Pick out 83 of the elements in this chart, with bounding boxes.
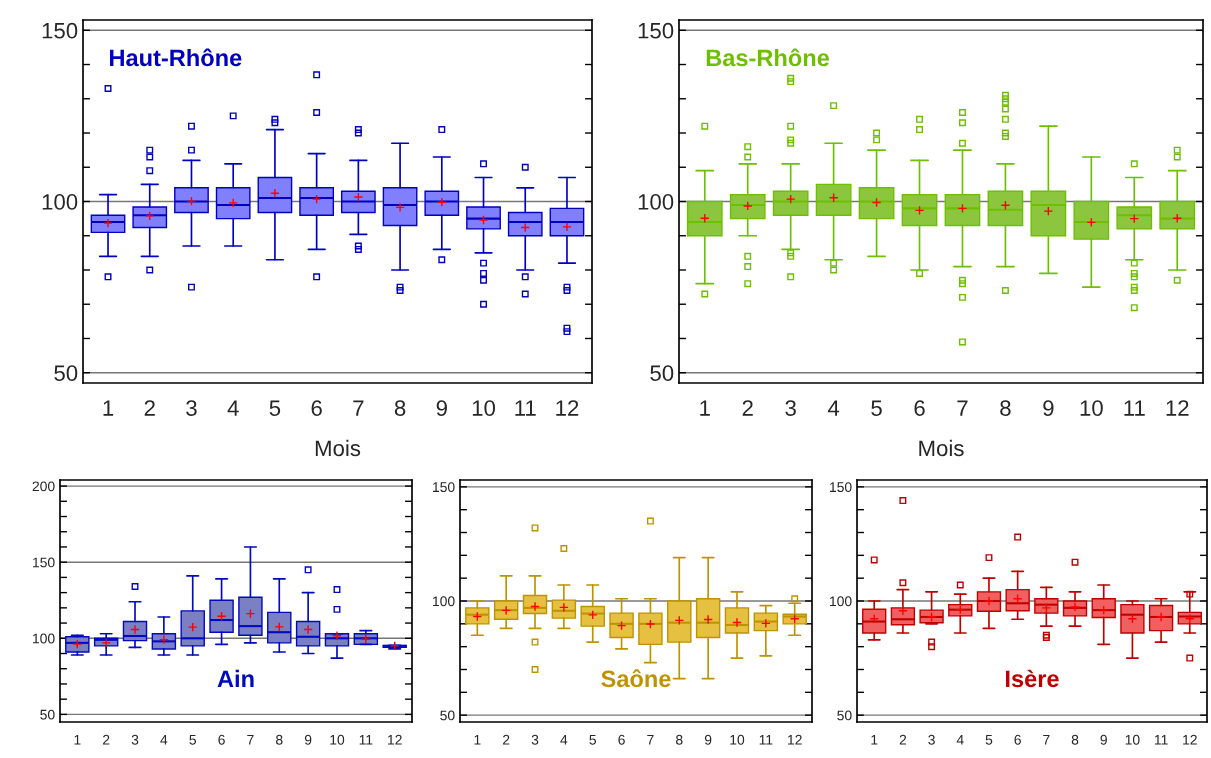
y-tick-label: 100 bbox=[433, 596, 455, 607]
x-tick-label: 8 bbox=[1071, 734, 1079, 745]
x-tick-label: 4 bbox=[560, 735, 568, 745]
x-tick-label: 12 bbox=[1166, 400, 1189, 416]
text: Haut-Rhône bbox=[110, 48, 242, 67]
text: Bas-Rhône bbox=[706, 48, 830, 67]
x-tick-label: 10 bbox=[472, 400, 496, 416]
x-tick-label: 5 bbox=[189, 735, 196, 745]
x-tick-label: 5 bbox=[985, 735, 993, 745]
x-tick-label: 11 bbox=[759, 735, 773, 745]
y-tick-label: 100 bbox=[42, 194, 78, 210]
x-tick-label: 10 bbox=[1125, 734, 1140, 745]
text: Ain bbox=[217, 669, 254, 687]
x-tick-label: 6 bbox=[1014, 734, 1021, 745]
x-tick-label: 11 bbox=[1124, 400, 1145, 416]
x-tick-label: 8 bbox=[276, 734, 283, 745]
x-axis-title: Mois bbox=[315, 439, 361, 457]
x-tick-label: 3 bbox=[531, 734, 539, 745]
y-tick-label: 200 bbox=[32, 481, 55, 492]
x-tick-label: 4 bbox=[827, 400, 840, 416]
text: Saône bbox=[601, 669, 671, 688]
x-tick-label: 10 bbox=[330, 734, 345, 745]
x-tick-label: 6 bbox=[914, 400, 925, 416]
x-tick-label: 7 bbox=[1043, 735, 1050, 745]
x-tick-label: 12 bbox=[1183, 734, 1197, 745]
x-tick-label: 3 bbox=[131, 734, 139, 745]
x-tick-label: 4 bbox=[227, 400, 239, 416]
x-tick-label: 9 bbox=[436, 400, 447, 416]
x-tick-label: 3 bbox=[785, 400, 796, 416]
x-tick-label: 7 bbox=[957, 400, 968, 416]
x-tick-label: 1 bbox=[871, 735, 878, 745]
x-tick-label: 2 bbox=[144, 400, 155, 416]
x-tick-label: 2 bbox=[899, 734, 907, 745]
x-tick-label: 11 bbox=[515, 400, 536, 416]
x-tick-label: 1 bbox=[474, 735, 481, 745]
x-tick-label: 2 bbox=[503, 734, 510, 745]
text: Isère bbox=[1006, 669, 1059, 688]
x-tick-label: 3 bbox=[186, 400, 197, 416]
x-tick-label: 6 bbox=[618, 734, 625, 745]
x-tick-label: 10 bbox=[1080, 400, 1103, 416]
x-tick-label: 6 bbox=[311, 400, 322, 416]
y-tick-label: 150 bbox=[830, 482, 852, 493]
y-tick-label: 100 bbox=[830, 596, 852, 607]
x-tick-label: 1 bbox=[103, 400, 114, 416]
y-tick-label: 150 bbox=[433, 482, 455, 493]
x-tick-label: 8 bbox=[394, 400, 406, 416]
y-tick-label: 50 bbox=[837, 710, 852, 721]
y-tick-label: 150 bbox=[42, 22, 78, 39]
x-tick-label: 7 bbox=[647, 735, 654, 745]
x-tick-label: 2 bbox=[103, 734, 110, 745]
x-tick-label: 1 bbox=[74, 735, 81, 745]
x-tick-label: 2 bbox=[742, 400, 753, 416]
x-tick-label: 9 bbox=[1100, 734, 1107, 745]
x-tick-label: 9 bbox=[304, 734, 312, 745]
x-tick-label: 4 bbox=[956, 735, 964, 745]
x-tick-label: 8 bbox=[676, 734, 683, 745]
x-tick-label: 10 bbox=[730, 734, 745, 745]
y-tick-label: 50 bbox=[650, 365, 674, 381]
x-tick-label: 5 bbox=[589, 735, 596, 745]
x-tick-label: 5 bbox=[269, 400, 281, 416]
x-tick-label: 7 bbox=[247, 735, 254, 745]
x-tick-label: 6 bbox=[218, 734, 225, 745]
y-tick-label: 150 bbox=[638, 22, 674, 39]
x-tick-label: 12 bbox=[388, 734, 402, 745]
x-tick-label: 3 bbox=[928, 734, 935, 745]
y-tick-label: 50 bbox=[40, 709, 55, 720]
x-tick-label: 12 bbox=[788, 734, 802, 745]
x-tick-label: 5 bbox=[871, 400, 882, 416]
y-tick-label: 50 bbox=[440, 710, 455, 721]
x-tick-label: 11 bbox=[359, 735, 373, 745]
y-tick-label: 100 bbox=[33, 633, 55, 644]
y-tick-label: 100 bbox=[638, 194, 674, 210]
x-tick-label: 8 bbox=[1000, 400, 1011, 416]
x-axis-title: Mois bbox=[919, 439, 964, 457]
y-tick-label: 150 bbox=[33, 557, 55, 568]
x-tick-label: 11 bbox=[1154, 735, 1168, 745]
x-tick-label: 7 bbox=[353, 400, 364, 416]
x-tick-label: 9 bbox=[1043, 400, 1054, 416]
x-tick-label: 12 bbox=[556, 400, 579, 416]
y-tick-label: 50 bbox=[54, 365, 78, 381]
x-tick-label: 1 bbox=[700, 400, 710, 416]
x-tick-label: 4 bbox=[160, 735, 168, 745]
x-tick-label: 9 bbox=[704, 734, 712, 745]
